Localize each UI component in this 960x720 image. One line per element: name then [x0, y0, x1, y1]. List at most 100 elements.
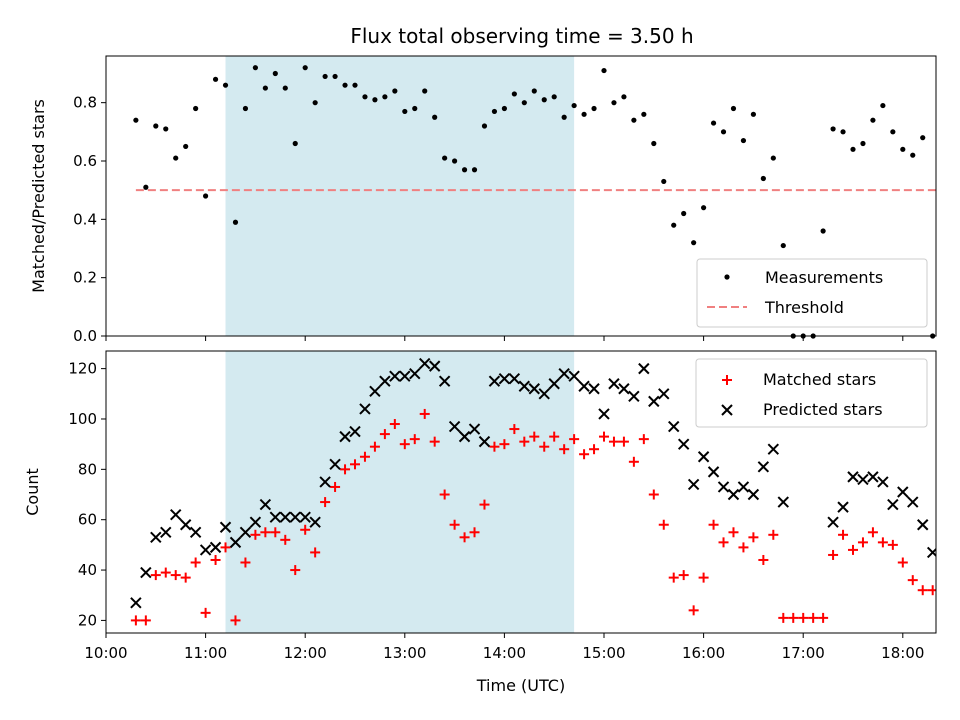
legend-matched-marker: [722, 375, 732, 385]
predicted-star-point: [917, 519, 929, 531]
predicted-star-point: [229, 536, 242, 549]
matched-star-point: [848, 544, 858, 555]
predicted-star-point: [528, 383, 540, 395]
matched-star-point: [758, 554, 769, 565]
matched-star-point: [539, 441, 550, 452]
predicted-star-point: [170, 508, 182, 521]
bottom-y-tick-label: 60: [78, 511, 97, 529]
bottom-y-tick-label: 20: [78, 611, 97, 629]
bottom-axes-frame: [105, 350, 937, 634]
measurement-point: [422, 88, 428, 94]
predicted-star-point: [887, 498, 899, 511]
measurement-point: [651, 140, 657, 147]
predicted-star-point: [877, 476, 889, 488]
bottom-y-tick-label: 120: [68, 360, 97, 378]
measurement-point: [950, 135, 955, 140]
matched-star-point: [927, 585, 936, 596]
matched-star-point: [828, 549, 839, 560]
matched-star-point: [887, 539, 898, 550]
matched-star-point: [688, 605, 699, 616]
matched-star-point: [150, 570, 161, 581]
predicted-star-point: [897, 486, 909, 498]
matched-star-point: [778, 612, 789, 623]
measurement-point: [581, 111, 587, 117]
predicted-star-point: [329, 458, 341, 471]
matched-star-point: [788, 612, 799, 623]
measurement-point: [720, 129, 727, 135]
matched-star-point: [489, 441, 500, 452]
predicted-star-point: [757, 461, 770, 473]
matched-star-point: [499, 439, 510, 450]
predicted-star-point: [747, 488, 760, 501]
predicted-star-point: [369, 385, 381, 397]
measurement-point: [272, 70, 278, 77]
predicted-star-point: [389, 370, 401, 382]
matched-star-point: [519, 436, 530, 447]
predicted-star-point: [399, 370, 411, 382]
measurement-point: [432, 114, 438, 120]
predicted-star-point: [189, 526, 202, 538]
predicted-star-point: [727, 488, 740, 501]
measurement-point: [352, 82, 358, 88]
predicted-star-point: [359, 403, 371, 415]
matched-star-point: [738, 542, 749, 553]
matched-star-point: [897, 557, 908, 568]
matched-star-point: [579, 449, 590, 460]
measurement-point: [661, 178, 667, 185]
predicted-star-point: [938, 522, 948, 532]
top-y-axis: 0.0 0.2 0.4 0.6 0.8: [73, 94, 904, 345]
predicted-star-point: [638, 362, 650, 375]
predicted-star-point: [259, 498, 272, 511]
legend-threshold-label: Threshold: [764, 298, 844, 317]
x-tick-label: 11:00: [184, 644, 227, 662]
x-tick-label: 10:00: [84, 644, 127, 662]
measurement-point: [153, 123, 159, 129]
predicted-star-point: [717, 481, 730, 493]
top-y-tick-label: 0.4: [73, 210, 97, 228]
bottom-axes: 20 40 60 80 100 120 10:00 11:00 12:00 13:00 14:00 1…: [68, 360, 924, 662]
measurement-point: [342, 82, 348, 88]
matched-star-point: [140, 615, 151, 626]
measurement-point: [292, 140, 298, 147]
measurement-point: [910, 152, 916, 158]
matched-star-point: [459, 532, 470, 543]
matched-star-point: [529, 431, 540, 442]
measurement-point: [511, 91, 517, 97]
measurement-point: [222, 82, 229, 88]
measurement-point: [521, 100, 527, 106]
predicted-star-point: [668, 420, 680, 433]
matched-star-point: [938, 568, 948, 578]
predicted-star-point: [548, 378, 560, 390]
matched-star-point: [359, 451, 370, 462]
measurement-point: [940, 135, 945, 140]
predicted-star-point: [648, 395, 660, 408]
measurement-point: [382, 94, 388, 100]
measurement-point: [621, 94, 627, 100]
matched-star-point: [748, 532, 759, 543]
measurement-point: [760, 175, 766, 182]
measurement-point: [461, 167, 468, 173]
predicted-star-point: [857, 473, 869, 486]
measurement-point: [452, 158, 458, 164]
measurement-point: [242, 105, 249, 112]
matched-star-point: [718, 537, 729, 548]
predicted-star-point: [498, 372, 511, 385]
bottom-y-tick-label: 40: [78, 561, 97, 579]
predicted-star-point: [847, 471, 859, 483]
measurement-point: [302, 65, 308, 71]
bottom-y-tick-label: 80: [78, 460, 97, 478]
measurement-point: [203, 193, 209, 199]
top-legend-box: [696, 258, 928, 328]
matched-star-point: [628, 456, 639, 467]
legend-plus-glyph: [722, 375, 732, 385]
chart-title: Flux total observing time = 3.50 h: [350, 24, 693, 48]
measurement-point: [362, 94, 368, 100]
predicted-star-point: [409, 367, 421, 380]
matched-star-point: [449, 519, 460, 530]
matched-star-point: [818, 612, 829, 623]
measurement-point: [860, 140, 866, 147]
matched-star-point: [948, 560, 958, 570]
legend-x-glyph: [721, 404, 733, 416]
predicted-star-point: [428, 360, 441, 372]
bottom-panel: 20 40 60 80 100 120 10:00 11:00 12:00 13:00 14:00 1…: [23, 350, 958, 695]
